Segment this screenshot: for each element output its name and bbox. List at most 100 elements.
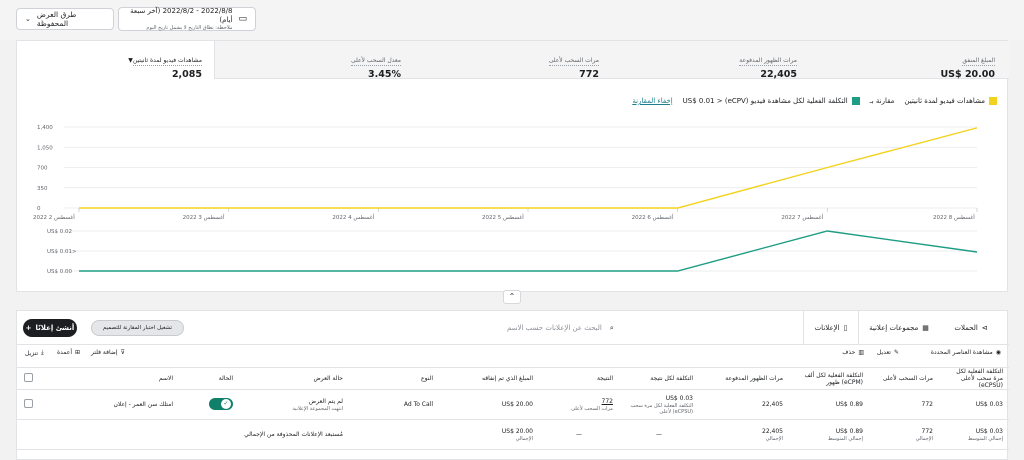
metric-video-views[interactable]: مشاهدات فيديو لمدة ثانيتين▼ 2,085 <box>17 41 215 80</box>
spend-cell: US$ 20.00 <box>439 389 539 420</box>
chart2-y-tick: US$ 0.00 <box>47 269 73 275</box>
hide-compare-link[interactable]: إخفاء المقارنة <box>632 97 673 105</box>
metric-label: مشاهدات فيديو لمدة ثانيتين <box>132 57 202 66</box>
status-cell[interactable] <box>179 389 239 420</box>
totals-sub: الإجمالي <box>765 435 783 442</box>
header-cost-per-result[interactable]: التكلفة لكل نتيجة <box>619 367 699 390</box>
metric-swipes[interactable]: مرات السحب لأعلى 772 <box>413 41 611 80</box>
status-toggle[interactable] <box>209 397 233 410</box>
legend-label: التكلفة الفعلية لكل مشاهدة فيديو (eCPV) <box>724 97 848 105</box>
header-impressions-label: مرات الظهور المدفوعة <box>725 375 783 382</box>
totals-sub: الإجمالي <box>515 435 533 442</box>
result-sub: مرات السحب لأعلى <box>571 405 613 412</box>
date-range-label: 2022/8/8 - 2022/8/2 (آخر سبعة أيام) <box>130 7 233 24</box>
totals-result: — <box>539 419 619 450</box>
metric-value: 772 <box>579 69 599 80</box>
chart1-x-tick: 2022 أغسطس 4 <box>332 213 374 221</box>
ecpsu-cell: US$ 0.03 <box>939 389 1009 420</box>
cost-per-result-cell: US$ 0.03 التكلفة الفعلية لكل مرة سحب لأعل… <box>619 389 699 420</box>
totals-select <box>17 419 39 450</box>
legend-swatch-green <box>851 97 860 105</box>
chart1-x-tick: 2022 أغسطس 7 <box>781 213 823 221</box>
calendar-icon: ▭ <box>238 14 247 24</box>
totals-ecpsu: US$ 0.03 إجمالي المتوسط <box>939 419 1009 450</box>
tab-campaigns[interactable]: ⊳ الحملات <box>941 311 1001 344</box>
view-selected-button[interactable]: ◉ مشاهدة العناصر المحددة <box>931 349 1001 356</box>
impressions-cell: 22,405 <box>699 389 789 420</box>
date-range-button[interactable]: 2022/8/8 - 2022/8/2 (آخر سبعة أيام) ملاح… <box>118 7 256 31</box>
header-ecpm[interactable]: التكلفة الفعلية لكل ألف ظهور (eCPM) <box>789 367 869 390</box>
chart1-series-line <box>79 127 978 209</box>
metric-value: US$ 20.00 <box>940 69 995 80</box>
metric-swipe-rate[interactable]: معدل السحب لأعلى 3.45% <box>215 41 413 80</box>
search-box[interactable]: ⌕ البحث عن الإعلانات حسب الاسم <box>507 319 807 337</box>
header-name[interactable]: الاسم <box>39 367 179 390</box>
chevron-up-icon: ⌃ <box>508 292 516 301</box>
swipes-cell: 772 <box>869 389 939 420</box>
charts-svg: 0 350 700 1,050 1,400 2022 أغسطس 2 2022 أغسطس … <box>33 125 978 275</box>
row-checkbox[interactable] <box>24 399 33 408</box>
chart1-x-tick: 2022 أغسطس 6 <box>632 213 674 221</box>
delivery-cell: لم يتم العرض انتهت المجموعة الإعلانية <box>239 389 349 420</box>
top-bar: 2022/8/8 - 2022/8/2 (آخر سبعة أيام) ملاح… <box>0 0 1024 40</box>
ad-icon: ▯ <box>843 323 848 332</box>
create-ad-button[interactable]: + أنشئ إعلانًا <box>23 319 77 337</box>
trash-icon: ▥ <box>858 349 864 356</box>
totals-spend: US$ 20.00 الإجمالي <box>439 419 539 450</box>
legend-item-series1[interactable]: مشاهدات فيديو لمدة ثانيتين <box>904 97 997 105</box>
header-result[interactable]: النتيجة <box>539 367 619 390</box>
header-status[interactable]: الحالة <box>179 367 239 390</box>
table-header-row: الاسم الحالة حالة العرض النوع المبلغ الذ… <box>17 367 1009 390</box>
metric-value: 22,405 <box>760 69 797 80</box>
metric-spend[interactable]: المبلغ المنفق US$ 20.00 <box>809 41 1007 80</box>
row-select[interactable] <box>17 389 39 420</box>
table-row[interactable]: امتلك سن العمر - إعلان لم يتم العرضانتهت… <box>17 389 1009 420</box>
header-delivery[interactable]: حالة العرض <box>239 367 349 390</box>
header-swipes[interactable]: مرات السحب لأعلى <box>869 367 939 390</box>
totals-cost-per-result: — <box>619 419 699 450</box>
legend-swatch-yellow <box>989 97 997 105</box>
header-ecpsu[interactable]: التكلفة الفعلية لكل مرة سحب لأعلى (eCPSU… <box>939 367 1009 390</box>
tab-ads[interactable]: ▯ الإعلانات <box>803 311 859 344</box>
search-input[interactable]: البحث عن الإعلانات حسب الاسم <box>507 324 602 332</box>
chart-legend: مشاهدات فيديو لمدة ثانيتين مقارنة بـ الت… <box>632 97 997 105</box>
add-filter-button[interactable]: ⊽ إضافة فلتر <box>91 349 125 356</box>
totals-type <box>349 419 439 450</box>
cost-per-result-value: US$ 0.03 <box>665 394 693 402</box>
saved-views-button[interactable]: ⌄ طرق العرض المحفوظة <box>16 8 114 30</box>
legend-compare: مقارنة بـ <box>869 97 895 105</box>
legend-item-series2[interactable]: التكلفة الفعلية لكل مشاهدة فيديو (eCPV) … <box>683 97 860 105</box>
header-select[interactable] <box>17 367 39 390</box>
search-icon: ⌕ <box>609 323 614 332</box>
chart1-x-tick: 2022 أغسطس 5 <box>482 213 524 221</box>
ads-table: الاسم الحالة حالة العرض النوع المبلغ الذ… <box>17 367 1009 450</box>
ad-name[interactable]: امتلك سن العمر - إعلان <box>39 389 179 420</box>
tab-label: مجموعات إعلانية <box>869 323 919 332</box>
folder-icon: ⊳ <box>981 323 988 332</box>
columns-button[interactable]: ⊞ أعمدة <box>57 349 80 356</box>
totals-spend-value: US$ 20.00 <box>501 427 533 435</box>
table-toolbar: ◉ مشاهدة العناصر المحددة ✎ تعديل ▥ حذف ⤓ تنز… <box>17 349 1009 363</box>
date-range-note: ملاحظة: نطاق التاريخ لا يشمل تاريخ اليوم <box>146 24 233 31</box>
tab-ad-sets[interactable]: ▦ مجموعات إعلانية <box>859 311 939 344</box>
totals-swipes-value: 772 <box>921 427 933 435</box>
collapse-charts-button[interactable]: ⌃ <box>503 290 521 304</box>
chart1-y-tick: 1,400 <box>37 125 53 131</box>
delete-button[interactable]: ▥ حذف <box>842 349 864 356</box>
compare-test-button[interactable]: تشغيل اختبار المقارنة للتصميم <box>91 320 184 336</box>
download-button[interactable]: ⤓ تنزيل <box>25 349 44 357</box>
toolbar-label: مشاهدة العناصر المحددة <box>930 349 993 356</box>
metric-impressions[interactable]: مرات الظهور المدفوعة 22,405 <box>611 41 809 80</box>
totals-ecpm-value: US$ 0.89 <box>835 427 863 435</box>
totals-row: مُستبعد الإعلانات المحذوفة من الإجمالي U… <box>17 419 1009 450</box>
saved-views-label: طرق العرض المحفوظة <box>36 10 77 28</box>
select-all-checkbox[interactable] <box>24 373 33 382</box>
metric-value: 3.45% <box>368 69 401 80</box>
legend-value: US$ 0.01 > <box>682 97 723 105</box>
toolbar-label: أعمدة <box>57 349 73 356</box>
header-type[interactable]: النوع <box>349 367 439 390</box>
edit-button[interactable]: ✎ تعديل <box>877 349 899 356</box>
caret-down-icon: ▼ <box>128 57 133 64</box>
header-ecpm-impressions[interactable]: مرات الظهور المدفوعة <box>699 367 789 390</box>
header-spend[interactable]: المبلغ الذي تم إنفاقه <box>439 367 539 390</box>
